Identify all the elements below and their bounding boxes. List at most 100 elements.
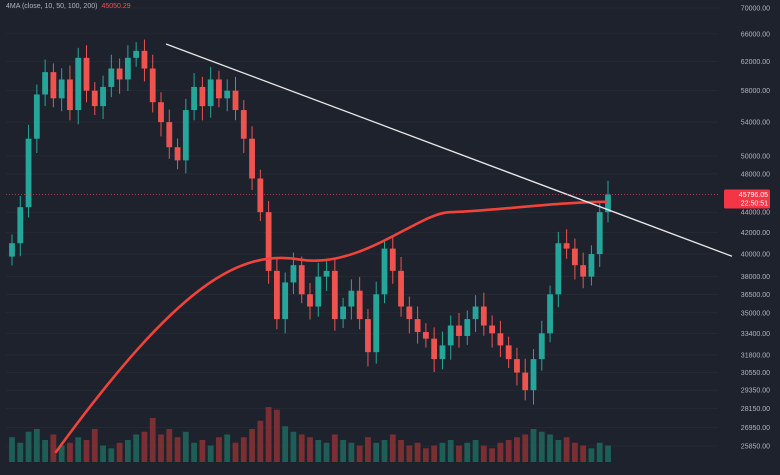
candle-body (25, 138, 32, 208)
candle-body (447, 325, 454, 346)
volume-layer (9, 407, 611, 462)
candle-body (456, 325, 462, 336)
volume-bar (505, 440, 512, 462)
y-tick-label: 48000.00 (741, 171, 770, 178)
volume-bar (232, 442, 239, 462)
candle-body (290, 265, 297, 283)
volume-bar (456, 445, 462, 462)
price-axis[interactable]: 70000.00 66000.00 62000.00 58000.00 54000.00… (741, 6, 770, 451)
volume-bar (439, 442, 446, 462)
volume-bar (389, 434, 396, 462)
volume-bar (257, 420, 264, 462)
candle-body (17, 207, 24, 244)
y-tick-label: 70000.00 (741, 6, 770, 13)
candle-layer (9, 39, 611, 405)
volume-bar (331, 434, 338, 462)
volume-bar (480, 445, 487, 462)
candle-body (91, 90, 98, 107)
volume-bar (240, 437, 247, 462)
candle-body (340, 306, 347, 320)
volume-bar (273, 409, 280, 462)
volume-bar (547, 434, 553, 462)
y-tick-label: 36500.00 (741, 292, 770, 299)
candle-body (497, 333, 504, 346)
candle-body (158, 102, 164, 123)
candle-body (307, 294, 313, 307)
volume-bar (588, 448, 595, 462)
candle-body (571, 248, 578, 266)
candle-body (365, 319, 371, 353)
y-tick-label: 40000.00 (741, 252, 770, 259)
candle-body (9, 243, 15, 257)
volume-bar (141, 431, 148, 462)
candle-body (315, 276, 322, 307)
candle-body (100, 86, 106, 107)
candle-body (398, 270, 404, 307)
candle-body (124, 57, 131, 80)
candle-body (605, 194, 611, 213)
volume-bar (373, 442, 380, 462)
candle-body (191, 86, 198, 111)
candle-body (356, 290, 363, 320)
candle-body (216, 79, 222, 99)
volume-bar (323, 442, 330, 462)
volume-bar (108, 448, 115, 462)
volume-bar (124, 440, 131, 462)
volume-bar (522, 434, 529, 462)
volume-bar (571, 442, 578, 462)
candle-body (33, 94, 40, 139)
volume-bar (182, 431, 189, 462)
volume-bar (9, 437, 15, 462)
candle-body (472, 306, 479, 320)
candle-body (83, 57, 90, 91)
volume-bar (431, 445, 438, 462)
volume-bar (216, 437, 222, 462)
candle-body (249, 138, 255, 179)
candle-body (505, 345, 512, 360)
y-tick-label: 66000.00 (741, 31, 770, 38)
candle-body (555, 243, 562, 295)
indicator-value: 45050.29 (101, 3, 131, 10)
volume-bar (381, 440, 388, 462)
candle-body (414, 319, 421, 333)
indicator-legend[interactable]: 4MA (close, 10, 50, 100, 200) 45050.29 (6, 3, 131, 10)
candle-body (224, 90, 231, 99)
volume-bar (307, 437, 313, 462)
candle-body (199, 86, 206, 107)
volume-bar (67, 442, 73, 462)
candle-body (389, 248, 396, 271)
volume-bar (605, 445, 611, 462)
candle-body (133, 50, 140, 58)
candle-body (116, 68, 123, 80)
volume-bar (497, 442, 504, 462)
candle-body (464, 319, 471, 336)
candle-body (422, 332, 429, 339)
price-tag-price: 45796.05 (739, 192, 768, 199)
volume-bar (464, 442, 471, 462)
candle-body (42, 72, 49, 95)
volume-bar (91, 429, 98, 462)
candle-body (489, 325, 496, 334)
volume-bar (398, 440, 404, 462)
volume-bar (58, 445, 65, 462)
candle-body (207, 79, 214, 107)
candle-body (232, 90, 239, 111)
volume-bar (83, 440, 90, 462)
price-tag-box (724, 189, 770, 209)
volume-bar (340, 440, 347, 462)
volume-bar (207, 445, 214, 462)
candle-body (480, 306, 487, 326)
volume-bar (447, 440, 454, 462)
volume-bar (50, 434, 57, 462)
volume-bar (166, 429, 173, 462)
y-tick-label: 25850.00 (741, 444, 770, 451)
candle-body (166, 122, 173, 148)
candle-body (522, 372, 529, 391)
volume-bar (199, 440, 206, 462)
volume-bar (472, 440, 479, 462)
trend-layer[interactable] (6, 43, 733, 257)
candle-body (50, 72, 57, 99)
volume-bar (249, 429, 255, 462)
y-tick-label: 33400.00 (741, 331, 770, 338)
